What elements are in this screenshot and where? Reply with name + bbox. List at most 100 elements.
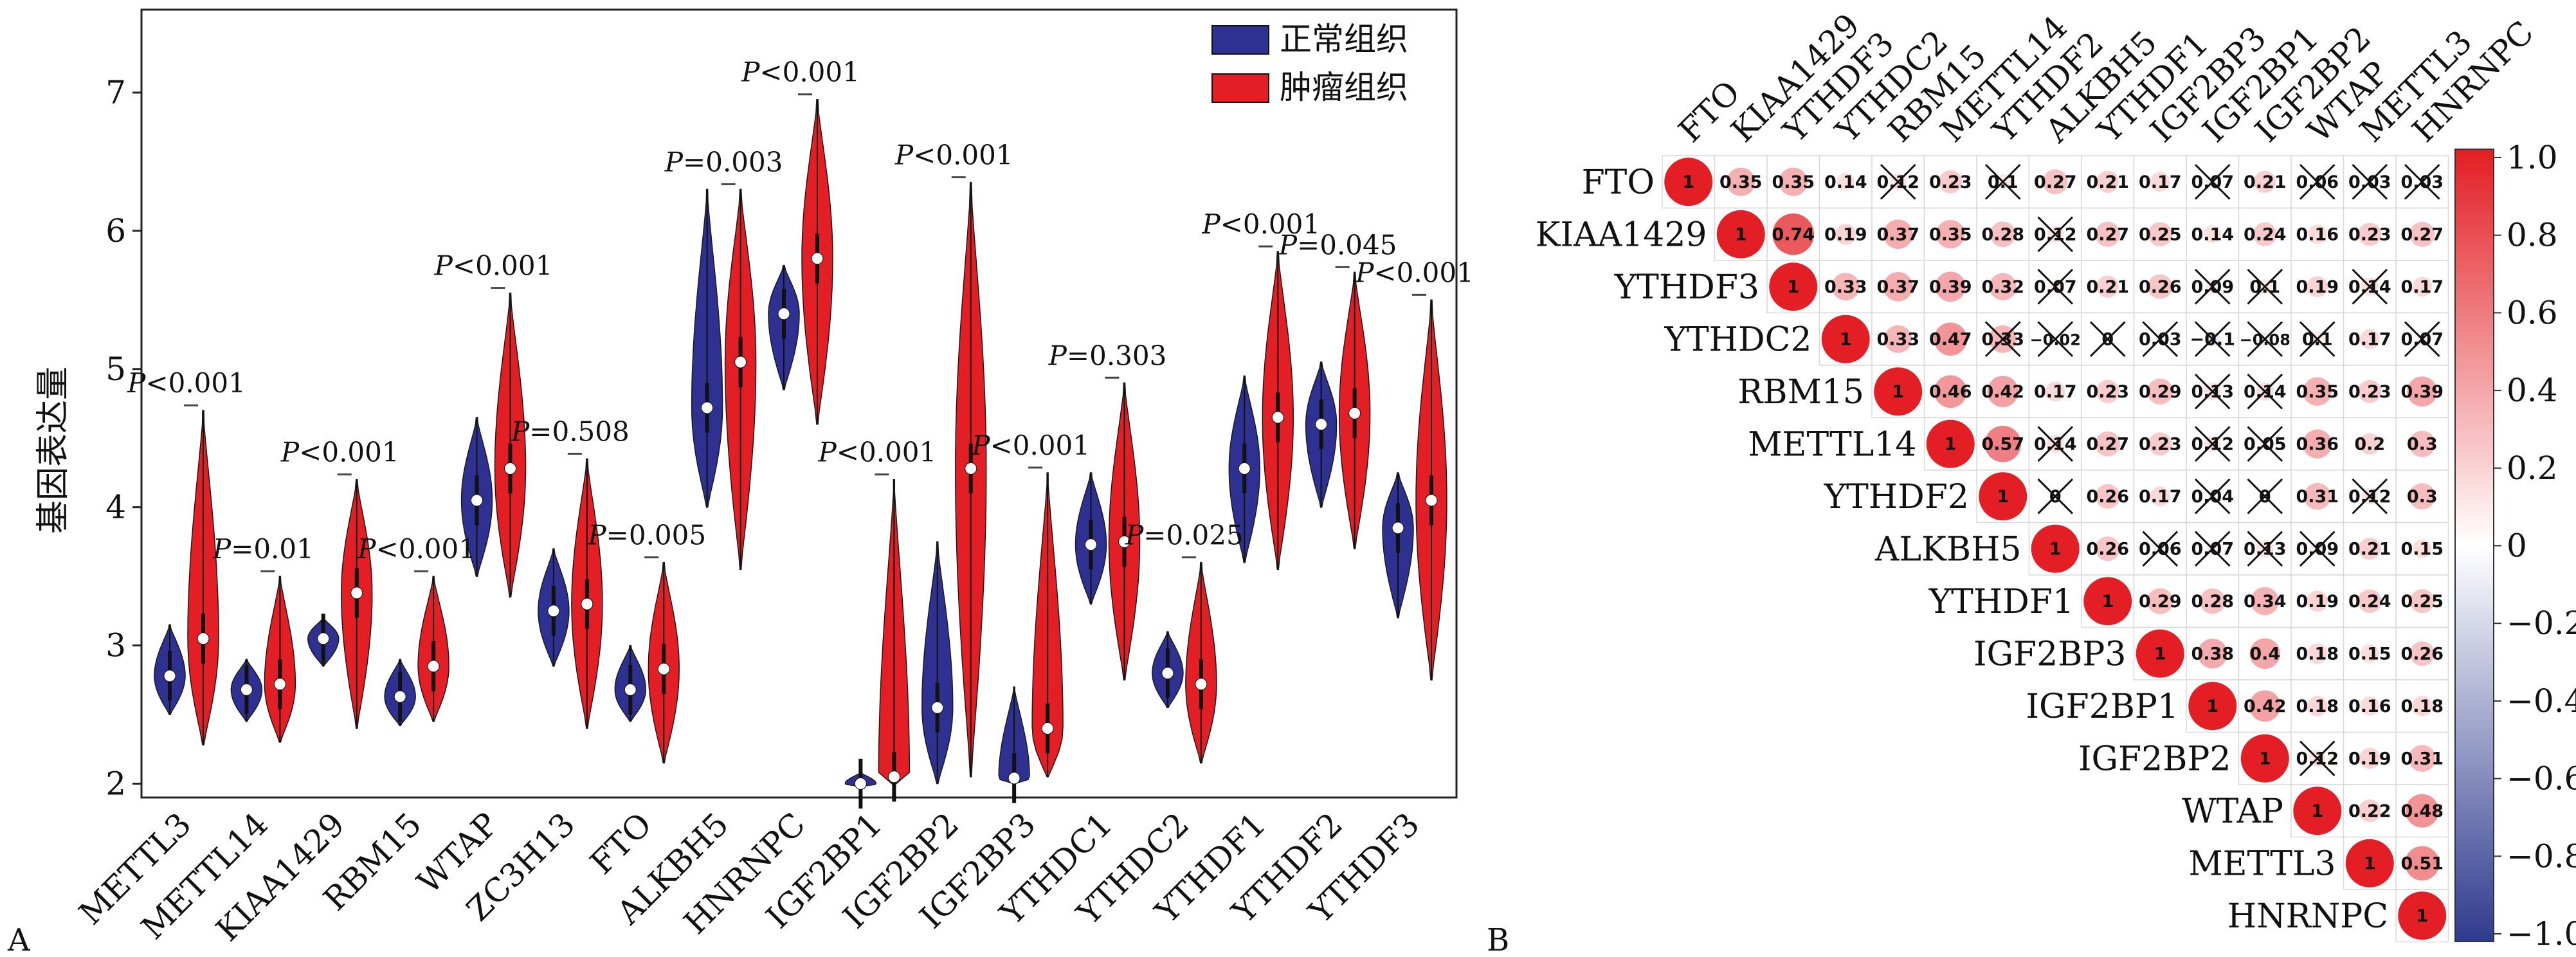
violin-median-dot: [734, 356, 747, 369]
violin-median-dot: [1195, 678, 1208, 691]
y-axis-title: 基因表达量: [34, 367, 73, 534]
y-tick-label: 2: [105, 765, 126, 803]
correlation-circle: [2307, 695, 2328, 716]
correlation-value: 0.24: [2244, 224, 2287, 244]
correlation-circle: [2409, 641, 2435, 666]
correlation-circle: [1716, 210, 1765, 259]
colorbar-ticks: 1.0 0.8 0.6 0.4 0.2 0 −0.2 −0.4 −0.6 −0.8 −1.0: [2494, 139, 2576, 952]
colorbar-tick-label: −0.2: [2507, 605, 2576, 642]
insignificant-cross: [2299, 163, 2336, 200]
p-value-label: P<0.001: [971, 430, 1090, 461]
correlation-value: 0.17: [2348, 329, 2391, 349]
correlation-value: 0.18: [2296, 697, 2339, 716]
correlation-value: 0.37: [1876, 277, 1919, 297]
colorbar-tick-label: −1.0: [2507, 915, 2576, 952]
correlation-circle: [2150, 486, 2170, 507]
column-labels: FTOKIAA1429YTHDF3YTHDC2RBM15METTL14YTHDF…: [1671, 6, 2541, 150]
correlation-value: 0.42: [1981, 382, 2024, 402]
violin-median-dot: [657, 662, 670, 675]
panel-label-b: B: [1487, 922, 1509, 957]
colorbar-tick-label: 0.2: [2507, 450, 2558, 487]
correlation-value: 0.51: [2400, 853, 2444, 873]
insignificant-cross: [2194, 373, 2231, 410]
correlation-cell: [1923, 207, 1977, 261]
row-label: YTHDF3: [1614, 268, 1759, 307]
correlation-value: 0.16: [2348, 697, 2391, 716]
correlation-circle: [2199, 588, 2226, 614]
row-label: RBM15: [1737, 373, 1864, 412]
correlation-circle: [1989, 273, 2017, 300]
correlation-value: 0.23: [2348, 382, 2391, 402]
correlation-value: 0.4: [2249, 644, 2280, 664]
correlation-circle: [2249, 690, 2281, 722]
row-label: ALKBH5: [1874, 530, 2022, 569]
correlation-value: 0.38: [2191, 644, 2234, 664]
colorbar-tick-label: 0.4: [2507, 372, 2558, 409]
insignificant-cross: [2247, 268, 2283, 305]
correlation-value: 0.18: [2400, 697, 2444, 716]
correlation-value: 0.35: [1929, 224, 1972, 244]
correlation-value: 0.57: [1981, 434, 2024, 454]
correlation-circle: [2405, 794, 2439, 828]
correlation-value: 0.35: [1719, 172, 1763, 192]
row-label: IGF2BP2: [2078, 740, 2231, 778]
correlation-value: 0.28: [2191, 592, 2234, 612]
correlation-value: 1: [2259, 749, 2271, 769]
insignificant-cross: [2247, 321, 2283, 358]
violin-median-dot: [1271, 411, 1284, 424]
correlation-circle: [1883, 219, 1913, 250]
violin-median-dot: [931, 701, 944, 714]
insignificant-cross: [2194, 163, 2231, 200]
colorbar: 1.0 0.8 0.6 0.4 0.2 0 −0.2 −0.4 −0.6 −0.8 −1.0: [2454, 139, 2576, 952]
correlation-cell: [2395, 207, 2449, 261]
correlation-circle: [2360, 644, 2379, 663]
correlation-value: 0.33: [1876, 329, 1919, 349]
correlation-value: 1: [1735, 224, 1747, 244]
insignificant-cross: [2352, 478, 2388, 515]
correlation-circle: [2358, 799, 2381, 823]
correlation-value: 0.36: [2296, 434, 2339, 454]
insignificant-cross: [2142, 531, 2179, 567]
violin-median-dot: [1161, 667, 1174, 680]
correlation-value: 0.2: [2354, 434, 2385, 454]
correlation-circle: [2147, 378, 2173, 405]
colorbar-tick-label: 0.6: [2507, 294, 2558, 331]
correlation-value: 0.17: [2034, 382, 2077, 402]
p-value-annotations: P<0.001 P=0.01 P<0.001 P<0.001 P<0.001 P=0.50…: [127, 57, 1474, 572]
correlation-circle: [2293, 787, 2342, 835]
violin-median-dot: [811, 252, 824, 265]
correlation-value: 0.19: [2296, 592, 2339, 612]
correlation-value: 1: [2311, 801, 2323, 821]
p-value-label: P<0.001: [741, 57, 860, 88]
correlation-value: 0.3: [2407, 434, 2438, 454]
p-value-label: P=0.303: [1048, 340, 1167, 371]
correlation-circle: [2410, 589, 2435, 614]
correlation-value: 1: [2364, 853, 2376, 873]
violin-median-dot: [1238, 462, 1251, 475]
correlation-circle: [2307, 224, 2327, 244]
correlation-value: 0.17: [2400, 277, 2444, 297]
correlation-circle: [1936, 220, 1965, 249]
legend-swatch-normal: [1211, 25, 1269, 55]
row-label: HNRNPC: [2227, 897, 2388, 936]
correlation-value: 0.23: [2139, 434, 2182, 454]
correlation-value: 0.14: [2191, 224, 2234, 244]
correlation-value: 0.35: [2296, 382, 2339, 402]
colorbar-tick-label: −0.8: [2507, 837, 2576, 875]
insignificant-cross: [2247, 426, 2283, 462]
correlation-value: 1: [1682, 172, 1694, 192]
correlation-value: 0.39: [2400, 382, 2444, 402]
correlation-circle: [2409, 430, 2436, 457]
correlation-circle: [2407, 376, 2438, 407]
violin-median-dot: [547, 605, 560, 617]
correlation-circle: [2045, 381, 2065, 402]
violin-median-dot: [1085, 538, 1097, 551]
correlation-circle: [2253, 222, 2277, 246]
correlation-value: 0.22: [2348, 801, 2391, 821]
insignificant-cross: [2194, 426, 2231, 462]
correlation-value: 0.28: [1981, 224, 2024, 244]
insignificant-cross: [1984, 163, 2021, 200]
correlation-value: 0.17: [2139, 487, 2182, 507]
correlation-circle: [1934, 375, 1967, 408]
